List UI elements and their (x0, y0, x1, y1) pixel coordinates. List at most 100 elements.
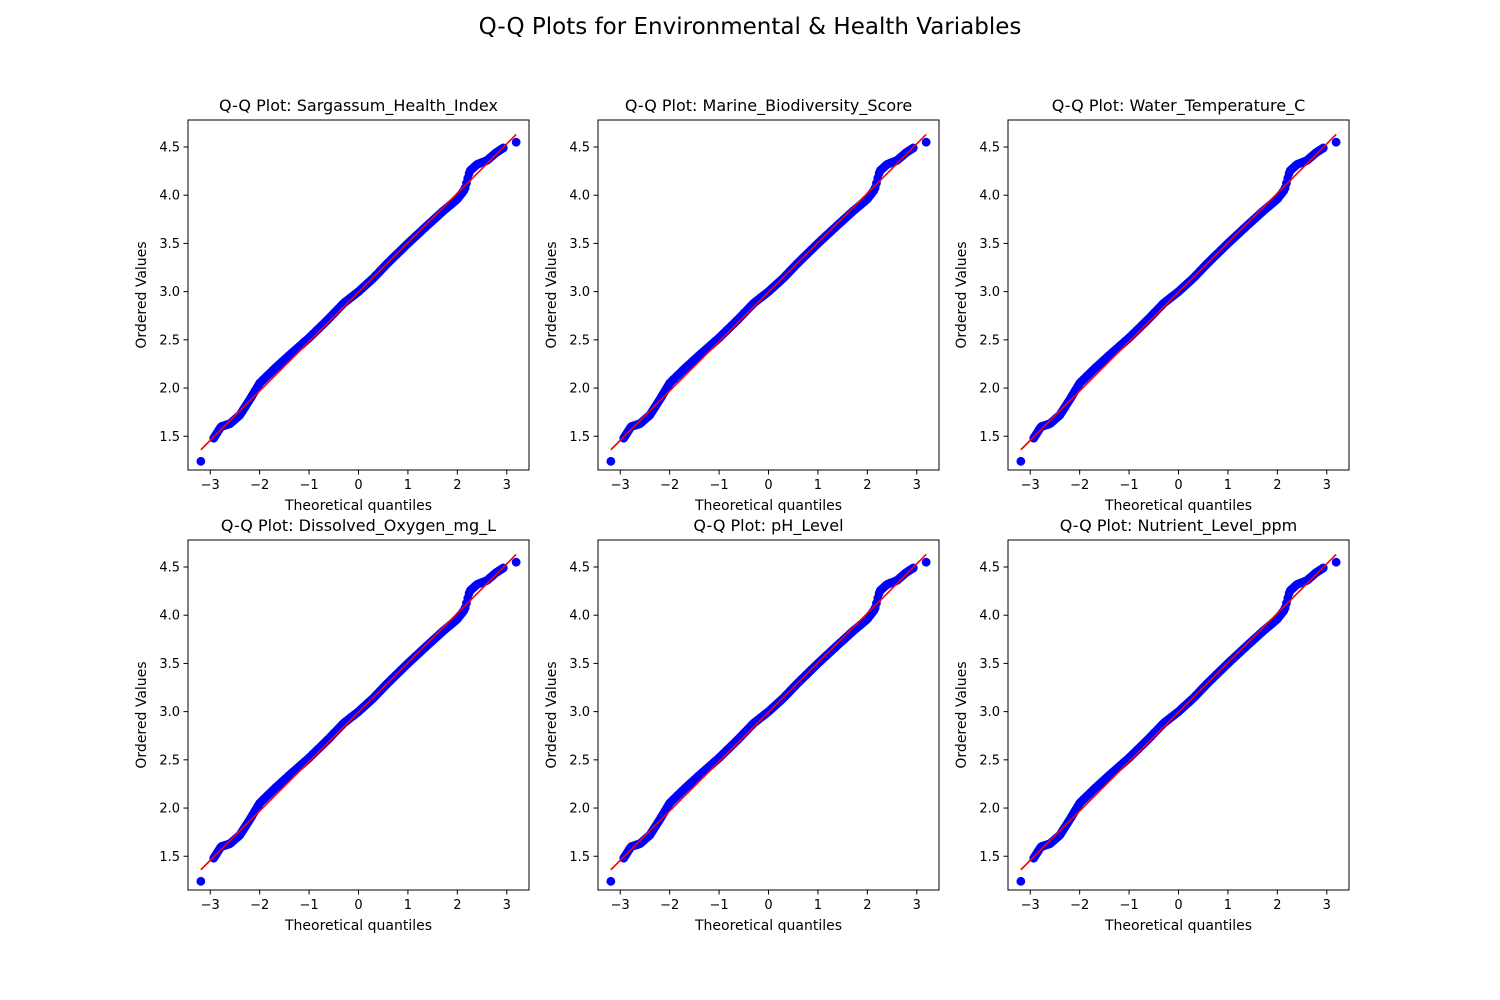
y-tick-label: 4.0 (979, 609, 1000, 624)
fit-line (610, 553, 927, 871)
y-tick-label: 2.5 (159, 333, 180, 348)
y-tick-label: 1.5 (979, 850, 1000, 865)
data-point (921, 137, 931, 147)
data-points (606, 137, 931, 466)
x-tick-label: −2 (660, 898, 679, 913)
x-axis-label: Theoretical quantiles (284, 918, 432, 934)
fit-line (610, 133, 927, 451)
y-tick-label: 1.5 (979, 430, 1000, 445)
panel-title: Q-Q Plot: pH_Level (693, 516, 843, 536)
x-tick-label: 2 (453, 898, 461, 913)
fit-line (1020, 133, 1337, 451)
x-tick-label: −3 (1021, 478, 1040, 493)
data-points (196, 137, 521, 466)
x-tick-label: 2 (453, 478, 461, 493)
y-tick-label: 4.0 (569, 189, 590, 204)
y-tick-label: 2.5 (159, 753, 180, 768)
x-tick-label: −3 (611, 898, 630, 913)
y-axis-label: Ordered Values (544, 241, 560, 348)
y-tick-label: 2.0 (569, 382, 590, 397)
x-axis-label: Theoretical quantiles (1104, 918, 1252, 934)
qq-panel-4: Q-Q Plot: Dissolved_Oxygen_mg_L −3 −2 −1 0 1 2… (134, 516, 530, 934)
data-point (196, 876, 206, 886)
fit-line (200, 553, 517, 871)
y-tick-label: 1.5 (569, 430, 590, 445)
x-tick-label: 1 (814, 898, 822, 913)
x-tick-label: 3 (1323, 478, 1331, 493)
data-point (1016, 456, 1026, 466)
x-tick-label: −1 (1119, 478, 1138, 493)
x-tick-label: −3 (201, 478, 220, 493)
x-tick-label: −3 (1021, 898, 1040, 913)
y-tick-label: 3.5 (159, 657, 180, 672)
x-tick-label: 3 (503, 898, 511, 913)
y-tick-label: 3.5 (979, 237, 1000, 252)
y-tick-label: 1.5 (159, 850, 180, 865)
panel-title: Q-Q Plot: Nutrient_Level_ppm (1060, 516, 1298, 536)
y-axis-label: Ordered Values (954, 661, 970, 768)
x-tick-label: 1 (814, 478, 822, 493)
y-tick-label: 4.0 (159, 609, 180, 624)
x-tick-label: −1 (299, 898, 318, 913)
x-tick-label: 1 (1224, 478, 1232, 493)
qq-panel-6: Q-Q Plot: Nutrient_Level_ppm −3 −2 −1 0 1 2 3 1.… (954, 516, 1350, 934)
x-tick-label: 3 (913, 478, 921, 493)
data-points (1016, 137, 1341, 466)
x-tick-label: 0 (1174, 898, 1182, 913)
x-tick-label: 2 (863, 478, 871, 493)
y-tick-label: 4.5 (159, 140, 180, 155)
y-tick-label: 2.0 (159, 382, 180, 397)
y-tick-label: 2.0 (159, 802, 180, 817)
x-tick-label: 1 (404, 478, 412, 493)
qq-panel-1: Q-Q Plot: Sargassum_Health_Index −3 −2 −1 0 1… (134, 96, 530, 514)
y-tick-label: 4.5 (569, 560, 590, 575)
x-tick-label: −3 (611, 478, 630, 493)
x-tick-label: 3 (913, 898, 921, 913)
x-tick-label: −2 (250, 898, 269, 913)
y-tick-label: 4.0 (569, 609, 590, 624)
y-tick-label: 3.5 (569, 657, 590, 672)
data-point (921, 557, 931, 567)
x-tick-label: 0 (354, 478, 362, 493)
qq-panel-3: Q-Q Plot: Water_Temperature_C −3 −2 −1 0 1 2 3 1… (954, 96, 1350, 514)
y-tick-label: 4.5 (979, 140, 1000, 155)
x-tick-label: −1 (709, 898, 728, 913)
fit-line (1020, 553, 1337, 871)
y-tick-label: 3.5 (569, 237, 590, 252)
data-points (196, 557, 521, 886)
data-points (1016, 557, 1341, 886)
y-tick-label: 2.5 (569, 753, 590, 768)
data-points (606, 557, 931, 886)
data-point (1331, 557, 1341, 567)
y-tick-label: 3.0 (569, 705, 590, 720)
y-tick-label: 1.5 (159, 430, 180, 445)
x-tick-label: −2 (1070, 898, 1089, 913)
x-tick-label: 0 (764, 898, 772, 913)
data-point (606, 456, 616, 466)
x-tick-label: 2 (1273, 478, 1281, 493)
x-tick-label: −1 (299, 478, 318, 493)
panel-title: Q-Q Plot: Marine_Biodiversity_Score (625, 96, 912, 116)
y-tick-label: 2.5 (569, 333, 590, 348)
x-tick-label: −2 (660, 478, 679, 493)
x-axis-label: Theoretical quantiles (694, 918, 842, 934)
data-point (1331, 137, 1341, 147)
panel-title: Q-Q Plot: Sargassum_Health_Index (219, 96, 498, 116)
x-tick-label: 1 (404, 898, 412, 913)
x-tick-label: −2 (250, 478, 269, 493)
y-tick-label: 3.5 (979, 657, 1000, 672)
x-tick-label: −1 (709, 478, 728, 493)
qq-panel-5: Q-Q Plot: pH_Level −3 −2 −1 0 1 2 3 1.5 2.0 2.5 3.0… (544, 516, 940, 934)
x-tick-label: 1 (1224, 898, 1232, 913)
figure-title: Q-Q Plots for Environmental & Health Var… (478, 14, 1022, 40)
y-tick-label: 3.0 (979, 285, 1000, 300)
y-tick-label: 4.5 (979, 560, 1000, 575)
x-tick-label: −2 (1070, 478, 1089, 493)
y-tick-label: 4.5 (569, 140, 590, 155)
data-point (511, 137, 521, 147)
x-axis-label: Theoretical quantiles (1104, 498, 1252, 514)
y-tick-label: 3.0 (159, 705, 180, 720)
x-tick-label: 2 (863, 898, 871, 913)
y-tick-label: 2.0 (979, 802, 1000, 817)
